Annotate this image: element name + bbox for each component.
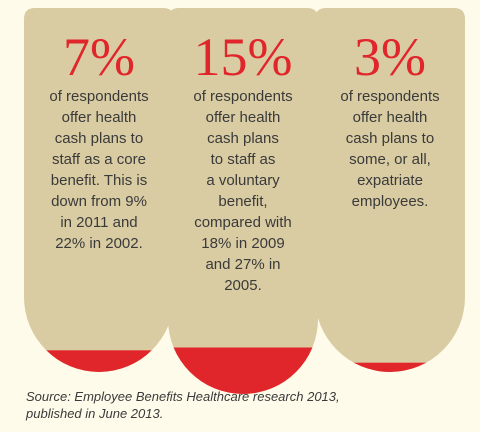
desc-line: 18% in 2009 xyxy=(201,235,285,252)
desc-line: cash plans to xyxy=(54,130,144,147)
tube-expatriate xyxy=(315,8,465,372)
desc-line: expatriate xyxy=(357,172,423,189)
description-expatriate: of respondents offer health cash plans t… xyxy=(330,86,450,212)
desc-line: 22% in 2002. xyxy=(55,235,143,252)
tube-fill-expatriate xyxy=(315,362,465,372)
desc-line: of respondents xyxy=(49,88,149,105)
desc-line: down from 9% xyxy=(51,193,147,210)
value-label-core: 7% xyxy=(63,27,135,87)
tube-core xyxy=(24,8,174,372)
desc-line: cash plans to xyxy=(345,130,435,147)
desc-line: offer health xyxy=(61,109,137,126)
tube-text-expatriate: 3% of respondents offer health cash plan… xyxy=(315,30,465,212)
value-label-expatriate: 3% xyxy=(354,27,426,87)
desc-line: cash plans xyxy=(207,130,279,147)
desc-line: of respondents xyxy=(193,88,293,105)
tube-voluntary xyxy=(168,8,318,394)
value-label-voluntary: 15% xyxy=(193,27,293,87)
desc-line: employees. xyxy=(351,193,429,210)
desc-line: compared with xyxy=(194,214,292,231)
desc-line: in 2011 and xyxy=(60,214,138,231)
desc-line: staff as a core xyxy=(52,151,146,168)
desc-line: benefit, xyxy=(218,193,268,210)
description-voluntary: of respondents offer health cash plans t… xyxy=(183,86,303,296)
tube-fill-core xyxy=(24,350,174,372)
desc-line: 2005. xyxy=(224,277,262,294)
desc-line: offer health xyxy=(205,109,281,126)
description-core: of respondents offer health cash plans t… xyxy=(44,86,154,254)
desc-line: some, or all, xyxy=(349,151,431,168)
tube-text-core: 7% of respondents offer health cash plan… xyxy=(24,30,174,254)
desc-line: and 27% in xyxy=(205,256,281,273)
desc-line: offer health xyxy=(352,109,428,126)
source-line-1: Source: Employee Benefits Healthcare res… xyxy=(26,389,340,404)
source-line-2: published in June 2013. xyxy=(26,406,164,421)
source-note: Source: Employee Benefits Healthcare res… xyxy=(26,388,466,422)
desc-line: a voluntary xyxy=(206,172,280,189)
desc-line: benefit. This is xyxy=(50,172,148,189)
tube-text-voluntary: 15% of respondents offer health cash pla… xyxy=(168,30,318,296)
desc-line: to staff as xyxy=(210,151,276,168)
desc-line: of respondents xyxy=(340,88,440,105)
